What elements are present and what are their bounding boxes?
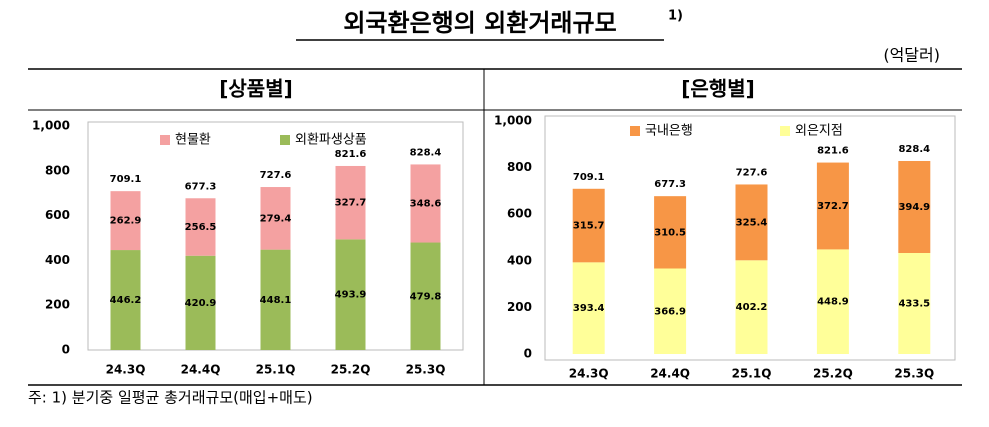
panel-title: [은행별] <box>681 77 754 101</box>
bar-segment <box>735 184 768 261</box>
x-tick-label: 24.4Q <box>650 367 690 381</box>
bar-segment <box>898 160 931 253</box>
x-tick-label: 25.3Q <box>406 363 446 377</box>
value-label: 325.4 <box>736 217 768 228</box>
value-label: 402.2 <box>736 302 768 313</box>
y-tick-label: 0 <box>62 343 70 357</box>
bar-segment <box>185 198 216 256</box>
total-label: 821.6 <box>817 146 849 157</box>
y-tick-label: 200 <box>45 298 70 312</box>
bar-segment <box>185 255 216 350</box>
bar-segment <box>816 249 849 354</box>
value-label: 393.4 <box>573 303 605 314</box>
value-label: 315.7 <box>573 221 605 232</box>
y-tick-label: 400 <box>45 253 70 267</box>
total-label: 821.6 <box>335 149 367 160</box>
y-tick-label: 1,000 <box>494 114 532 128</box>
bar-segment <box>410 242 441 350</box>
value-label: 348.6 <box>410 198 442 209</box>
y-tick-label: 600 <box>45 208 70 222</box>
value-label: 279.4 <box>260 213 292 224</box>
x-tick-label: 24.3Q <box>569 367 609 381</box>
value-label: 433.5 <box>898 298 930 309</box>
total-label: 828.4 <box>898 144 930 155</box>
x-tick-label: 25.1Q <box>256 363 296 377</box>
legend-swatch <box>780 126 790 136</box>
y-tick-label: 800 <box>507 160 532 174</box>
y-tick-label: 800 <box>45 163 70 177</box>
y-tick-label: 1,000 <box>32 119 70 133</box>
value-label: 366.9 <box>654 306 686 317</box>
footnote: 주: 1) 분기중 일평균 총거래규모(매입+매도) <box>28 389 313 407</box>
total-label: 828.4 <box>410 147 442 158</box>
legend-label: 국내은행 <box>645 123 693 139</box>
bar-segment <box>572 188 605 263</box>
legend-swatch <box>280 135 290 145</box>
bar-segment <box>572 262 605 354</box>
title-note: 1) <box>668 9 683 24</box>
unit-label: (억달러) <box>883 46 940 65</box>
bar-segment <box>735 260 768 354</box>
total-label: 677.3 <box>185 181 217 192</box>
y-tick-label: 400 <box>507 253 532 267</box>
total-label: 709.1 <box>573 172 605 183</box>
value-label: 327.7 <box>335 198 367 209</box>
panel-title: [상품별] <box>219 77 292 101</box>
legend-swatch <box>630 126 640 136</box>
value-label: 446.2 <box>110 295 142 306</box>
x-tick-label: 24.3Q <box>106 363 146 377</box>
bar-segment <box>410 164 441 243</box>
value-label: 372.7 <box>817 201 849 212</box>
x-tick-label: 25.3Q <box>894 367 934 381</box>
x-tick-label: 25.2Q <box>813 367 853 381</box>
total-label: 727.6 <box>736 167 768 178</box>
bar-segment <box>898 252 931 354</box>
bar-segment <box>335 239 366 350</box>
value-label: 256.5 <box>185 222 217 233</box>
value-label: 448.9 <box>817 297 849 308</box>
bar-segment <box>335 165 366 240</box>
x-tick-label: 24.4Q <box>181 363 221 377</box>
bar-segment <box>654 196 687 269</box>
page-title: 외국환은행의 외환거래규모 <box>343 9 616 37</box>
legend-swatch <box>160 135 170 145</box>
y-tick-label: 200 <box>507 300 532 314</box>
total-label: 709.1 <box>110 174 142 185</box>
total-label: 727.6 <box>260 170 292 181</box>
y-tick-label: 600 <box>507 207 532 221</box>
bar-segment <box>260 249 291 350</box>
value-label: 420.9 <box>185 298 217 309</box>
value-label: 262.9 <box>110 216 142 227</box>
bar-segment <box>816 162 849 250</box>
value-label: 479.8 <box>410 291 442 302</box>
value-label: 310.5 <box>654 227 686 238</box>
total-label: 677.3 <box>654 179 686 190</box>
value-label: 394.9 <box>898 202 930 213</box>
value-label: 493.9 <box>335 290 367 301</box>
value-label: 448.1 <box>260 295 292 306</box>
bar-segment <box>110 250 141 350</box>
x-tick-label: 25.1Q <box>732 367 772 381</box>
y-tick-label: 0 <box>524 347 532 361</box>
legend-label: 외은지점 <box>795 124 843 139</box>
legend-label: 외환파생상품 <box>295 133 367 148</box>
legend-label: 현물환 <box>175 133 211 148</box>
bar-segment <box>110 191 141 251</box>
bar-segment <box>654 268 687 354</box>
x-tick-label: 25.2Q <box>331 363 371 377</box>
bar-segment <box>260 187 291 250</box>
